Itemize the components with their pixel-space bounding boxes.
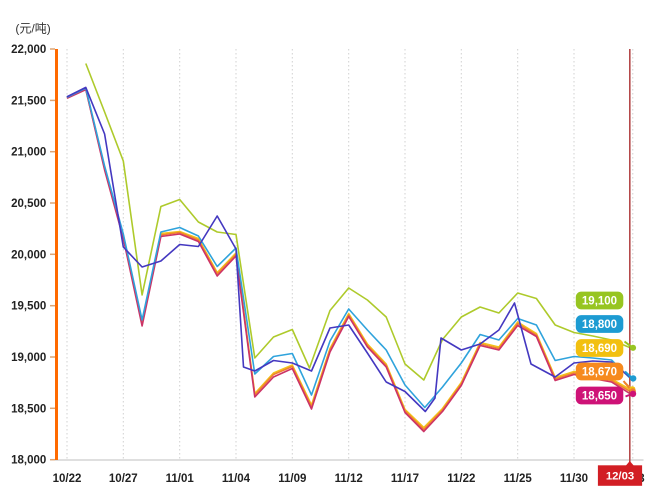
- svg-text:22,000: 22,000: [11, 44, 46, 56]
- svg-text:(元/吨): (元/吨): [15, 22, 50, 36]
- svg-text:19,100: 19,100: [582, 296, 617, 308]
- svg-text:19,000: 19,000: [11, 352, 46, 364]
- svg-text:18,800: 18,800: [582, 319, 617, 331]
- svg-text:21,500: 21,500: [11, 95, 46, 107]
- svg-text:11/01: 11/01: [166, 473, 195, 485]
- svg-text:11/04: 11/04: [222, 473, 251, 485]
- svg-text:20,500: 20,500: [11, 198, 46, 210]
- svg-text:11/30: 11/30: [560, 473, 588, 485]
- svg-text:11/12: 11/12: [335, 473, 363, 485]
- svg-text:10/27: 10/27: [109, 473, 138, 485]
- svg-text:18,000: 18,000: [11, 455, 46, 467]
- svg-text:20,000: 20,000: [11, 249, 46, 261]
- svg-text:11/09: 11/09: [278, 473, 306, 485]
- svg-text:19,500: 19,500: [11, 301, 46, 313]
- svg-text:18,670: 18,670: [582, 367, 617, 379]
- svg-text:10/22: 10/22: [53, 473, 82, 485]
- svg-text:18,690: 18,690: [582, 343, 617, 355]
- svg-text:18,650: 18,650: [582, 391, 617, 403]
- svg-text:11/25: 11/25: [504, 473, 533, 485]
- svg-text:11/22: 11/22: [447, 473, 475, 485]
- svg-text:18,500: 18,500: [11, 403, 46, 415]
- svg-text:12/03: 12/03: [606, 471, 634, 483]
- svg-text:11/17: 11/17: [391, 473, 419, 485]
- svg-text:21,000: 21,000: [11, 147, 46, 159]
